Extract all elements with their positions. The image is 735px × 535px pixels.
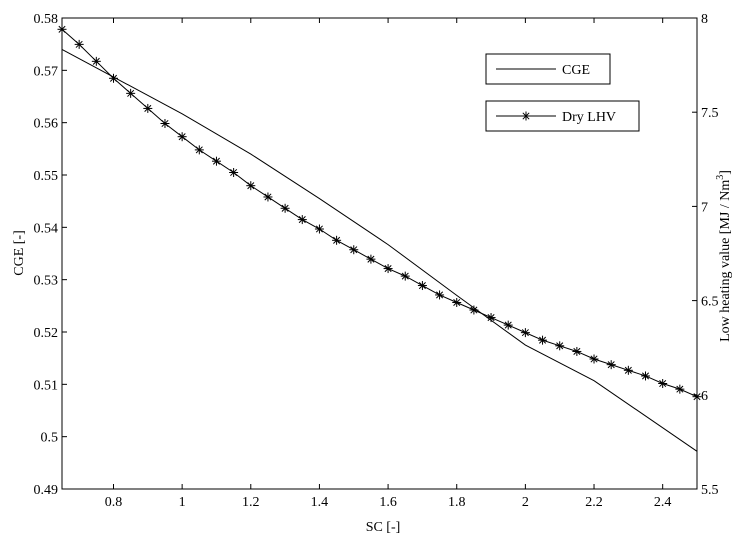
y-left-axis-ticks: 0.49 0.5 0.51 0.52 0.53 0.54 0.55 0.56 0.57 0.58 bbox=[34, 12, 67, 498]
data-point-dry-lhv bbox=[486, 313, 496, 323]
data-point-dry-lhv bbox=[383, 264, 393, 274]
x-axis-label: SC [-] bbox=[366, 520, 401, 535]
data-point-dry-lhv bbox=[57, 24, 67, 34]
y-right-axis-label-close: ] bbox=[718, 170, 733, 175]
y-left-tick-label: 0.54 bbox=[34, 221, 59, 236]
data-point-dry-lhv bbox=[194, 145, 204, 155]
data-point-dry-lhv bbox=[503, 320, 513, 330]
y-left-tick-label: 0.51 bbox=[34, 378, 59, 393]
data-point-dry-lhv bbox=[469, 305, 479, 315]
data-point-dry-lhv bbox=[332, 235, 342, 245]
y-left-axis-label: CGE [-] bbox=[12, 230, 27, 276]
data-point-dry-lhv bbox=[349, 245, 359, 255]
data-point-dry-lhv bbox=[606, 360, 616, 370]
y-left-tick-label: 0.56 bbox=[34, 117, 59, 132]
data-point-dry-lhv bbox=[366, 254, 376, 264]
y-left-tick-label: 0.58 bbox=[34, 12, 59, 27]
y-right-tick-label: 6 bbox=[701, 389, 708, 404]
data-point-dry-lhv bbox=[658, 378, 668, 388]
data-point-dry-lhv bbox=[572, 346, 582, 356]
legend-cge-label: CGE bbox=[562, 63, 590, 78]
x-tick-label: 1 bbox=[179, 495, 186, 510]
data-point-dry-lhv bbox=[160, 119, 170, 129]
data-point-dry-lhv bbox=[314, 224, 324, 234]
x-tick-label: 1.8 bbox=[448, 495, 466, 510]
data-point-dry-lhv bbox=[211, 156, 221, 166]
data-point-dry-lhv bbox=[675, 384, 685, 394]
legend-cge: CGE bbox=[485, 53, 611, 85]
data-point-dry-lhv bbox=[108, 73, 118, 83]
y-right-axis-label-main: Low heating value [MJ / Nm bbox=[718, 180, 733, 342]
data-point-dry-lhv bbox=[452, 297, 462, 307]
data-point-dry-lhv bbox=[555, 341, 565, 351]
y-right-tick-label: 7.5 bbox=[701, 106, 719, 121]
data-point-dry-lhv bbox=[589, 354, 599, 364]
y-left-tick-label: 0.55 bbox=[34, 169, 59, 184]
y-left-tick-label: 0.5 bbox=[41, 431, 59, 446]
data-point-dry-lhv bbox=[623, 365, 633, 375]
data-point-dry-lhv bbox=[74, 39, 84, 49]
x-tick-label: 1.2 bbox=[242, 495, 260, 510]
y-left-tick-label: 0.49 bbox=[34, 483, 59, 498]
x-tick-label: 1.6 bbox=[379, 495, 397, 510]
data-point-dry-lhv bbox=[280, 203, 290, 213]
data-point-dry-lhv bbox=[263, 192, 273, 202]
data-point-dry-lhv bbox=[692, 392, 702, 402]
data-point-dry-lhv bbox=[246, 181, 256, 191]
y-left-tick-label: 0.53 bbox=[34, 274, 59, 289]
data-point-dry-lhv bbox=[126, 88, 136, 98]
series-line-cge bbox=[61, 48, 698, 452]
data-point-dry-lhv bbox=[297, 215, 307, 225]
x-tick-label: 1.4 bbox=[311, 495, 329, 510]
data-point-dry-lhv bbox=[143, 103, 153, 113]
data-point-dry-lhv bbox=[400, 271, 410, 281]
y-left-tick-label: 0.57 bbox=[34, 64, 59, 79]
data-point-dry-lhv bbox=[435, 290, 445, 300]
y-right-axis-label-superscript: 3 bbox=[715, 175, 726, 180]
legend-asterisk bbox=[521, 111, 531, 121]
y-right-tick-label: 5.5 bbox=[701, 483, 719, 498]
y-right-tick-label: 8 bbox=[701, 12, 708, 27]
data-point-dry-lhv bbox=[641, 371, 651, 381]
x-axis-ticks: 0.8 1 1.2 1.4 1.6 1.8 2 2.2 2.4 bbox=[105, 18, 672, 510]
data-point-dry-lhv bbox=[177, 132, 187, 142]
x-tick-label: 0.8 bbox=[105, 495, 123, 510]
plot-area bbox=[61, 17, 698, 490]
y-right-tick-label: 7 bbox=[701, 200, 708, 215]
x-tick-label: 2 bbox=[522, 495, 529, 510]
data-point-dry-lhv bbox=[538, 335, 548, 345]
data-point-dry-lhv bbox=[91, 56, 101, 66]
data-point-dry-lhv bbox=[520, 328, 530, 338]
y-right-tick-label: 6.5 bbox=[701, 295, 719, 310]
legend-dry-lhv-label: Dry LHV bbox=[562, 110, 616, 125]
series-layer bbox=[57, 24, 702, 452]
x-tick-label: 2.2 bbox=[585, 495, 603, 510]
legend-dry-lhv-marker bbox=[521, 111, 531, 121]
y-right-axis-label: Low heating value [MJ / Nm3] bbox=[715, 170, 733, 342]
y-left-tick-label: 0.52 bbox=[34, 326, 59, 341]
data-point-dry-lhv bbox=[417, 281, 427, 291]
legend-dry-lhv: Dry LHV bbox=[485, 100, 640, 132]
data-point-dry-lhv bbox=[229, 167, 239, 177]
x-tick-label: 2.4 bbox=[654, 495, 672, 510]
